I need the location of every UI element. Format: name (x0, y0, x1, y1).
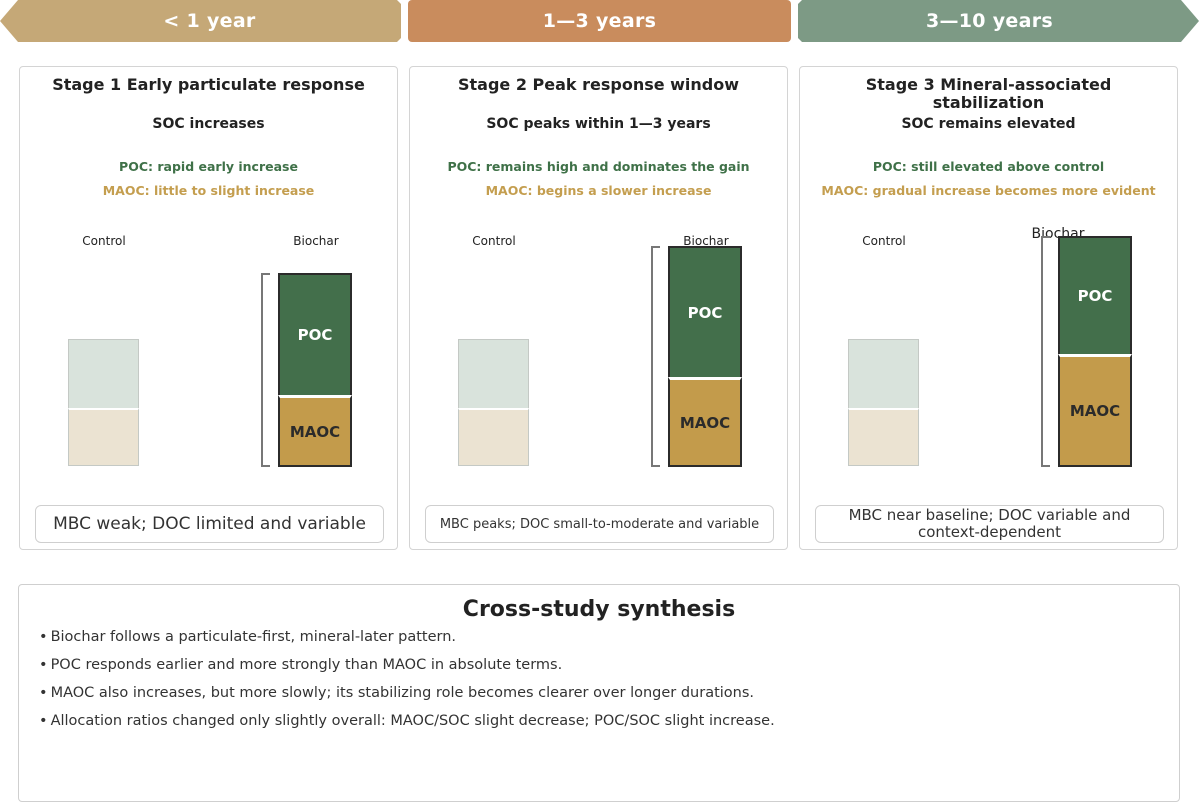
stage-1-soc: SOC increases (152, 116, 265, 132)
stage-3-soc: SOC remains elevated (901, 116, 1076, 132)
stage-3-poc-note: POC: still elevated above control (872, 159, 1105, 174)
banner-shape-3 (798, 0, 1199, 42)
bullet-marker: • (39, 657, 48, 673)
stage-1-control-label: Control (82, 234, 126, 248)
stage-1-bracket (261, 273, 270, 467)
stage-1-biochar-maoc-segment: MAOC (278, 395, 352, 467)
synthesis-list: • Biochar follows a particulate-first, mi… (39, 623, 775, 735)
stage-2-poc-note: POC: remains high and dominates the gain (447, 159, 750, 174)
banner-less-than-1-year: < 1 year (163, 10, 256, 32)
stage-1-control-top-segment (68, 339, 139, 408)
synthesis-point-1: • Biochar follows a particulate-first, mi… (39, 623, 775, 651)
stage-2-biochar-poc-segment: POC (668, 246, 742, 377)
stage-3-biochar-poc-segment: POC (1058, 236, 1132, 354)
banner-3-10-years: 3—10 years (925, 10, 1054, 32)
stage-2-title: Stage 2 Peak response window (457, 75, 740, 94)
bullet-marker: • (39, 713, 48, 729)
stage-2-soc: SOC peaks within 1—3 years (486, 116, 711, 132)
stage-1-mbc-note: MBC weak; DOC limited and variable (35, 505, 384, 543)
stage-1-title: Stage 1 Early particulate response (52, 75, 365, 94)
stage-1-card: Stage 1 Early particulate response SOC i… (19, 66, 398, 550)
stage-3-control-bottom-segment (848, 408, 919, 466)
stage-2-control-bottom-segment (458, 408, 529, 466)
synthesis-point-text: Allocation ratios changed only slightly … (50, 713, 775, 729)
synthesis-title: Cross-study synthesis (462, 597, 736, 622)
stage-3-control-top-segment (848, 339, 919, 408)
stage-1-biochar-poc-segment: POC (278, 273, 352, 395)
synthesis-point-text: MAOC also increases, but more slowly; it… (50, 685, 755, 701)
synthesis-point-3: • MAOC also increases, but more slowly; i… (39, 679, 775, 707)
stage-2-biochar-label: Biochar (683, 234, 729, 248)
synthesis-point-4: • Allocation ratios changed only slightly… (39, 707, 775, 735)
stage-3-bracket (1041, 236, 1050, 467)
synthesis-point-2: • POC responds earlier and more strongly … (39, 651, 775, 679)
bullet-marker: • (39, 629, 48, 645)
banner-1-3-years: 1—3 years (542, 10, 657, 32)
bullet-marker: • (39, 685, 48, 701)
stage-1-maoc-note: MAOC: little to slight increase (102, 183, 315, 198)
stage-2-biochar-maoc-segment: MAOC (668, 377, 742, 467)
stage-3-mbc-note: MBC near baseline; DOC variable and cont… (815, 505, 1164, 543)
banner-shape-2 (408, 0, 791, 42)
stage-2-card: Stage 2 Peak response window SOC peaks w… (409, 66, 788, 550)
stage-2-maoc-note: MAOC: begins a slower increase (485, 183, 712, 198)
stage-2-control-top-segment (458, 339, 529, 408)
stage-3-biochar-maoc-segment: MAOC (1058, 354, 1132, 467)
banner-shape-1 (0, 0, 401, 42)
synthesis-point-text: Biochar follows a particulate-first, min… (50, 629, 457, 645)
stage-2-control-label: Control (472, 234, 516, 248)
stage-1-poc-note: POC: rapid early increase (119, 159, 298, 174)
stage-3-title: Stage 3 Mineral-associated stabilization (865, 75, 1112, 112)
stage-2-bracket (651, 246, 660, 467)
stage-3-maoc-note: MAOC: gradual increase becomes more evid… (821, 183, 1156, 198)
stage-1-control-bottom-segment (68, 408, 139, 466)
synthesis-point-text: POC responds earlier and more strongly t… (50, 657, 563, 673)
stage-3-card: Stage 3 Mineral-associated stabilization… (799, 66, 1178, 550)
stage-1-biochar-label: Biochar (293, 234, 339, 248)
stage-2-mbc-note: MBC peaks; DOC small-to-moderate and var… (425, 505, 774, 543)
stage-3-control-label: Control (862, 234, 906, 248)
cross-study-synthesis-panel: Cross-study synthesis • Biochar follows a… (18, 584, 1180, 802)
timeline-banners (0, 0, 1199, 42)
